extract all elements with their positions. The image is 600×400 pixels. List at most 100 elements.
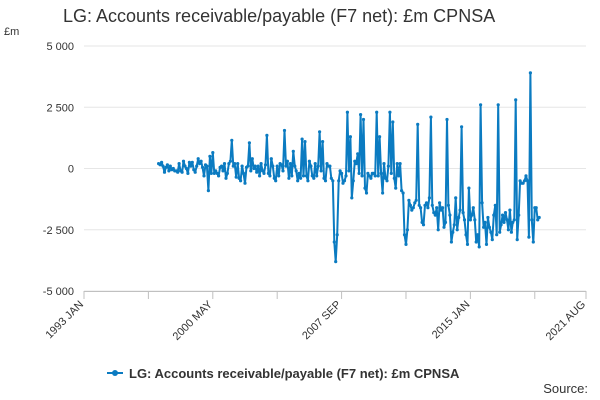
data-point — [282, 128, 287, 133]
data-point — [280, 163, 284, 167]
data-point — [518, 179, 522, 183]
data-point — [265, 133, 269, 137]
data-point — [367, 174, 371, 178]
data-point — [451, 230, 455, 234]
data-point — [168, 164, 172, 168]
data-point — [511, 220, 515, 224]
data-point — [427, 196, 431, 200]
data-point — [522, 179, 527, 183]
data-point — [198, 162, 202, 166]
y-tick-label: 0 — [68, 164, 74, 176]
data-point — [332, 240, 336, 244]
data-point — [470, 213, 474, 217]
data-point — [517, 213, 521, 217]
plot-area — [157, 71, 541, 264]
data-point — [209, 171, 213, 175]
x-tick-label: 2000 MAY — [171, 298, 216, 343]
data-point — [366, 171, 370, 175]
data-point — [325, 162, 329, 166]
data-point — [256, 164, 260, 168]
data-point — [527, 235, 531, 239]
data-point — [246, 164, 250, 168]
data-point — [243, 181, 247, 185]
data-point — [225, 171, 229, 175]
data-point — [187, 160, 191, 164]
data-point — [316, 164, 320, 168]
data-point — [348, 135, 352, 139]
data-point — [448, 213, 452, 217]
data-point — [372, 171, 376, 175]
data-point — [321, 140, 325, 144]
data-point — [461, 211, 465, 215]
data-point — [413, 201, 417, 205]
data-point — [389, 171, 393, 175]
data-point — [441, 206, 445, 210]
data-point — [195, 164, 199, 168]
data-point — [455, 228, 459, 232]
data-point — [398, 162, 402, 166]
data-point — [489, 230, 493, 234]
data-point — [239, 179, 243, 183]
data-point — [471, 206, 475, 210]
data-point — [402, 233, 407, 237]
data-point — [373, 174, 377, 178]
data-point — [177, 162, 181, 166]
data-point — [228, 159, 232, 163]
data-point — [208, 154, 212, 158]
data-point — [335, 233, 339, 237]
data-point — [262, 171, 266, 175]
data-point — [534, 206, 538, 210]
data-point — [250, 157, 254, 161]
data-point — [394, 186, 398, 190]
data-point — [304, 174, 309, 178]
data-point — [530, 218, 534, 222]
data-point — [426, 206, 430, 210]
data-point — [483, 220, 487, 224]
data-point — [310, 174, 314, 178]
data-point — [284, 164, 288, 168]
data-point — [162, 170, 167, 174]
data-point — [515, 238, 519, 242]
data-point — [281, 169, 285, 173]
data-point — [443, 220, 448, 224]
data-point — [234, 175, 238, 179]
data-point — [514, 98, 518, 102]
data-point — [501, 213, 505, 217]
data-point — [407, 198, 411, 202]
data-point — [237, 176, 241, 180]
data-point — [275, 164, 279, 168]
data-point — [241, 171, 246, 175]
data-point — [293, 164, 297, 168]
data-point — [464, 233, 468, 237]
data-point — [383, 176, 388, 180]
data-point — [277, 174, 281, 178]
y-axis-unit-label: £m — [4, 26, 19, 38]
data-point — [202, 174, 206, 178]
data-point — [495, 233, 499, 237]
data-point — [353, 159, 357, 163]
data-point — [285, 159, 289, 163]
data-point — [193, 170, 197, 174]
data-point — [240, 164, 244, 168]
data-point — [378, 135, 382, 139]
data-point — [315, 174, 319, 178]
data-point — [503, 211, 508, 215]
data-point — [196, 157, 200, 161]
data-point — [508, 208, 512, 212]
data-point — [449, 240, 453, 244]
data-point — [442, 225, 446, 229]
data-point — [176, 170, 180, 174]
chart-title: LG: Accounts receivable/payable (F7 net)… — [63, 6, 496, 26]
data-point — [258, 174, 262, 178]
data-point — [465, 242, 470, 246]
data-point — [296, 179, 300, 183]
data-point — [506, 228, 510, 232]
data-point — [269, 157, 273, 161]
data-point — [410, 208, 414, 212]
data-point — [297, 171, 301, 175]
data-point — [230, 138, 234, 142]
data-point — [307, 159, 311, 163]
data-point — [369, 176, 373, 180]
data-point — [512, 218, 516, 222]
data-point — [357, 171, 361, 175]
